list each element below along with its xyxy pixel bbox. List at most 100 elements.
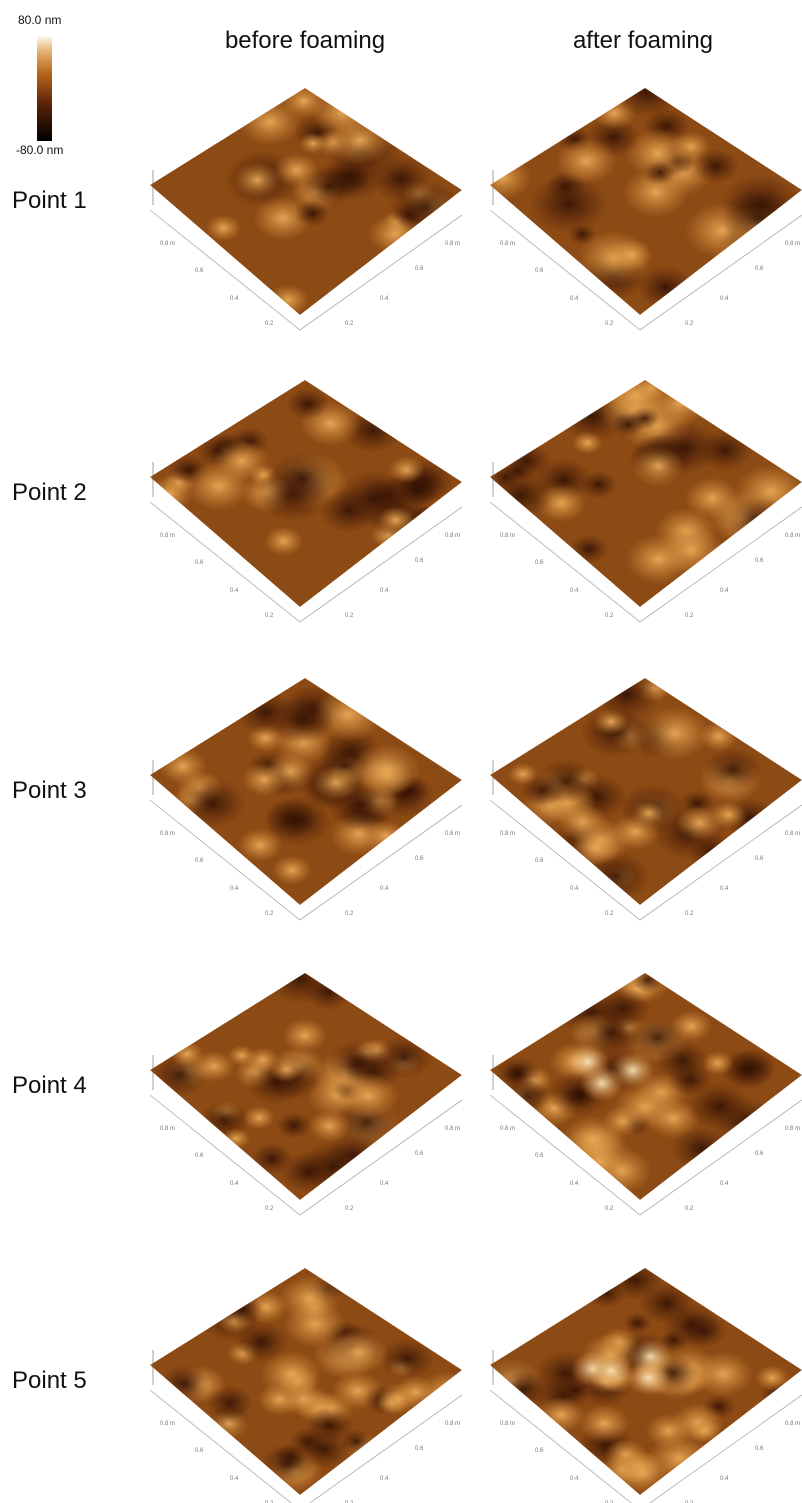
- axis-tick-label: 0.6: [195, 858, 204, 864]
- afm-surface: [482, 1259, 802, 1495]
- surface-feature: [377, 506, 413, 533]
- axis-tick-label: 0.4: [230, 886, 239, 892]
- surface-feature: [555, 138, 617, 185]
- surface-feature: [269, 1057, 303, 1083]
- surface-feature: [504, 1079, 550, 1114]
- axis-tick-label: 0.6: [535, 1153, 544, 1159]
- surface-feature: [704, 748, 762, 792]
- axis-tick-label: 0.2: [345, 1206, 354, 1212]
- surface-feature: [614, 1452, 670, 1494]
- axis-tick-label: 0.6: [755, 1151, 764, 1157]
- surface-feature: [609, 239, 652, 271]
- afm-surface: [150, 1268, 477, 1495]
- axis-tick-label: 0.4: [570, 588, 579, 594]
- axis-tick-label: 0.8 m: [445, 241, 460, 247]
- surface-feature: [350, 744, 421, 797]
- axis-tick-label: 0.6: [755, 266, 764, 272]
- axis-tick-label: 0.2: [345, 321, 354, 327]
- surface-feature: [579, 1405, 630, 1443]
- surface-feature: [613, 67, 681, 118]
- axis-tick-label: 0.4: [720, 588, 729, 594]
- axis-tick-label: 0.2: [265, 911, 274, 917]
- surface-feature: [213, 440, 269, 482]
- surface-feature: [631, 446, 685, 487]
- afm-surface: [150, 678, 462, 905]
- surface-feature: [631, 967, 664, 992]
- axis-tick-label: 0.2: [345, 613, 354, 619]
- axis-tick-label: 0.2: [265, 321, 274, 327]
- surface-feature: [580, 471, 618, 499]
- surface-feature: [365, 820, 406, 851]
- axis-tick-label: 0.8 m: [785, 831, 800, 837]
- axis-tick-label: 0.8 m: [445, 831, 460, 837]
- axis-tick-label: 0.8 m: [445, 1126, 460, 1132]
- axis-tick-label: 0.4: [230, 1476, 239, 1482]
- surface-feature: [596, 988, 651, 1029]
- surface-feature: [243, 1106, 275, 1130]
- surface-peak: [629, 1339, 673, 1375]
- axis-tick-label: 0.6: [415, 558, 424, 564]
- axis-tick-label: 0.4: [570, 1476, 579, 1482]
- axis-tick-label: 0.4: [380, 886, 389, 892]
- axis-tick-label: 0.8 m: [785, 241, 800, 247]
- surface-feature: [312, 90, 373, 136]
- row-label: Point 1: [12, 187, 87, 214]
- surface-feature: [693, 1351, 754, 1397]
- row-label: Point 2: [12, 479, 87, 506]
- axis-tick-label: 0.6: [535, 560, 544, 566]
- axis-tick-label: 0.8 m: [785, 1421, 800, 1427]
- surface-feature: [222, 1128, 250, 1149]
- surface-feature: [388, 456, 424, 483]
- axis-tick-label: 0.6: [415, 1151, 424, 1157]
- axis-tick-label: 0.2: [345, 911, 354, 917]
- afm-surface: [472, 67, 802, 315]
- surface-feature: [234, 162, 281, 197]
- surface-feature: [282, 1018, 327, 1052]
- axis-tick-label: 0.4: [570, 1181, 579, 1187]
- surface-feature: [578, 1145, 622, 1178]
- row-label: Point 4: [12, 1072, 87, 1099]
- axis-tick-label: 0.4: [230, 1181, 239, 1187]
- surface-feature: [264, 526, 304, 556]
- axis-tick-label: 0.6: [535, 1448, 544, 1454]
- surface-feature: [755, 1365, 789, 1391]
- axis-tick-label: 0.8 m: [160, 1421, 175, 1427]
- surface-feature: [283, 1300, 346, 1348]
- surface-feature: [644, 161, 676, 185]
- axis-tick-label: 0.8 m: [785, 533, 800, 539]
- axis-tick-label: 0.6: [755, 856, 764, 862]
- surface-feature: [338, 1073, 399, 1119]
- surface-feature: [304, 974, 353, 1010]
- axis-tick-label: 0.8 m: [160, 241, 175, 247]
- axis-tick-label: 0.8 m: [500, 831, 515, 837]
- surface-feature: [237, 828, 283, 862]
- surface-feature: [267, 284, 310, 316]
- surface-feature: [687, 1082, 751, 1130]
- axis-tick-label: 0.8 m: [160, 1126, 175, 1132]
- row-label: Point 3: [12, 777, 87, 804]
- axis-tick-label: 0.2: [605, 1206, 614, 1212]
- surface-feature: [536, 759, 596, 804]
- afm-surface: [490, 669, 802, 905]
- axis-tick-label: 0.4: [720, 296, 729, 302]
- surface-feature: [592, 669, 660, 720]
- axis-tick-label: 0.2: [685, 613, 694, 619]
- surface-feature: [693, 149, 739, 184]
- surface-feature: [710, 801, 746, 828]
- axis-tick-label: 0.8 m: [500, 1126, 515, 1132]
- axis-tick-label: 0.6: [195, 560, 204, 566]
- axis-tick-label: 0.6: [195, 1448, 204, 1454]
- surface-feature: [639, 706, 711, 760]
- surface-feature: [219, 1293, 263, 1326]
- column-header: before foaming: [225, 27, 385, 54]
- surface-feature: [146, 476, 193, 511]
- afm-surface: [150, 83, 462, 316]
- surface-feature: [274, 153, 319, 187]
- surface-feature: [242, 762, 288, 796]
- afm-surface: [150, 954, 462, 1200]
- surface-feature: [611, 814, 659, 850]
- surface-feature: [161, 1365, 209, 1401]
- afm-surface: [489, 371, 802, 607]
- axis-tick-label: 0.8 m: [445, 533, 460, 539]
- axis-tick-label: 0.4: [380, 1181, 389, 1187]
